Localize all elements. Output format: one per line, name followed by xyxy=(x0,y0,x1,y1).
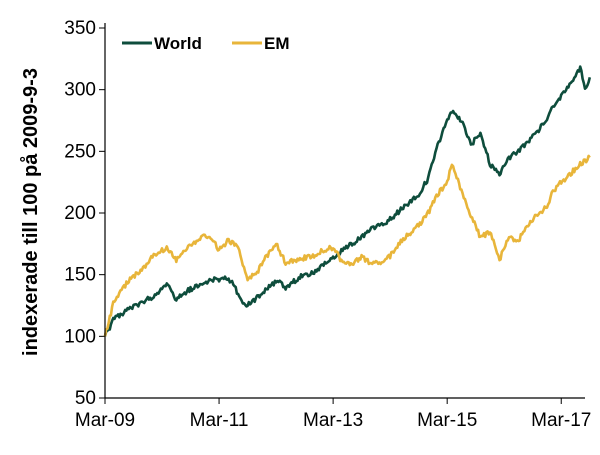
series-line-world xyxy=(103,65,592,337)
y-axis-title-group: indexerade till 100 på 2009-9-3 xyxy=(19,68,42,356)
y-axis: 50 100 150 200 250 300 350 xyxy=(64,18,105,409)
x-tick-label: Mar-11 xyxy=(190,410,249,431)
legend-label-em: EM xyxy=(264,34,290,53)
axes-lines xyxy=(104,23,585,399)
legend-label-world: World xyxy=(154,34,202,53)
series-layer xyxy=(103,65,592,337)
y-axis-title: indexerade till 100 på 2009-9-3 xyxy=(19,68,42,356)
x-axis: Mar-09 Mar-11 Mar-13 Mar-15 Mar-17 xyxy=(75,398,591,431)
x-tick-label: Mar-09 xyxy=(75,410,135,431)
y-tick-label: 250 xyxy=(64,141,96,162)
y-tick-label: 200 xyxy=(64,203,96,224)
y-tick-label: 50 xyxy=(75,388,96,409)
x-tick-label: Mar-13 xyxy=(303,410,363,431)
x-tick-label: Mar-17 xyxy=(531,410,591,431)
y-tick-label: 350 xyxy=(64,18,96,39)
series-line-em xyxy=(103,154,591,337)
x-tick-label: Mar-15 xyxy=(417,410,477,431)
y-tick-label: 150 xyxy=(64,265,96,286)
legend: World EM xyxy=(122,34,290,53)
y-tick-label: 300 xyxy=(64,80,96,101)
y-tick-label: 100 xyxy=(64,326,96,347)
